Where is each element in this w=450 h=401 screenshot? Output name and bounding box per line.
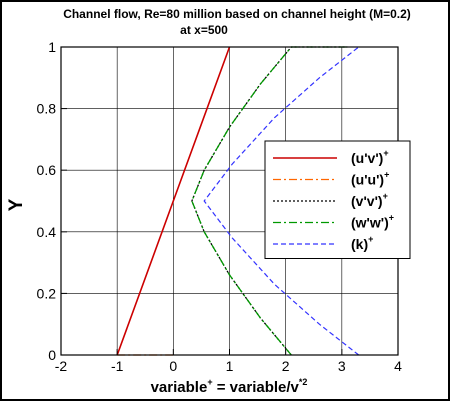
legend-label-4: (k)+	[351, 234, 373, 252]
series-line-4	[203, 46, 360, 356]
legend-label-3: (w'w')+	[351, 213, 394, 231]
x-tick-label-5: 3	[338, 358, 346, 374]
x-tick-label-2: 0	[169, 358, 177, 374]
x-axis-label: variable+ = variable/v*2	[151, 377, 308, 396]
x-tick-label-0: -2	[55, 358, 68, 374]
legend-box	[264, 140, 411, 259]
x-label-sup: +	[207, 377, 212, 387]
y-tick-label-4: 0.8	[37, 101, 57, 117]
y-tick-label-0: 0	[48, 347, 56, 363]
y-tick-label-3: 0.6	[37, 162, 57, 178]
y-tick-label-2: 0.4	[37, 224, 57, 240]
chart-title: Channel flow, Re=80 million based on cha…	[63, 7, 411, 21]
x-tick-label-4: 2	[282, 358, 290, 374]
chart-subtitle: at x=500	[180, 23, 228, 37]
x-label-main: variable	[151, 379, 208, 396]
ticks: -2 -1 0 1 2 3 4 0 0.2 0.4 0.6 0.8 1	[37, 39, 403, 374]
y-tick-label-1: 0.2	[37, 285, 57, 301]
series-line-0	[116, 46, 231, 356]
x-tick-label-6: 4	[394, 358, 402, 374]
x-tick-label-3: 1	[226, 358, 234, 374]
legend: (u'v')+ (u'u')+ (v'v')+ (w'w')+ (k)+	[264, 140, 411, 259]
legend-label-0: (u'v')+	[351, 148, 389, 166]
y-axis-label: Y	[6, 198, 27, 211]
x-label-mid: = variable/v	[213, 379, 300, 396]
x-tick-label-1: -1	[111, 358, 124, 374]
legend-label-1: (u'u')+	[351, 170, 389, 188]
y-tick-label-5: 1	[48, 39, 56, 55]
series-line-2	[191, 46, 348, 356]
x-label-sup2: *2	[299, 377, 308, 387]
legend-label-2: (v'v')+	[351, 191, 388, 209]
